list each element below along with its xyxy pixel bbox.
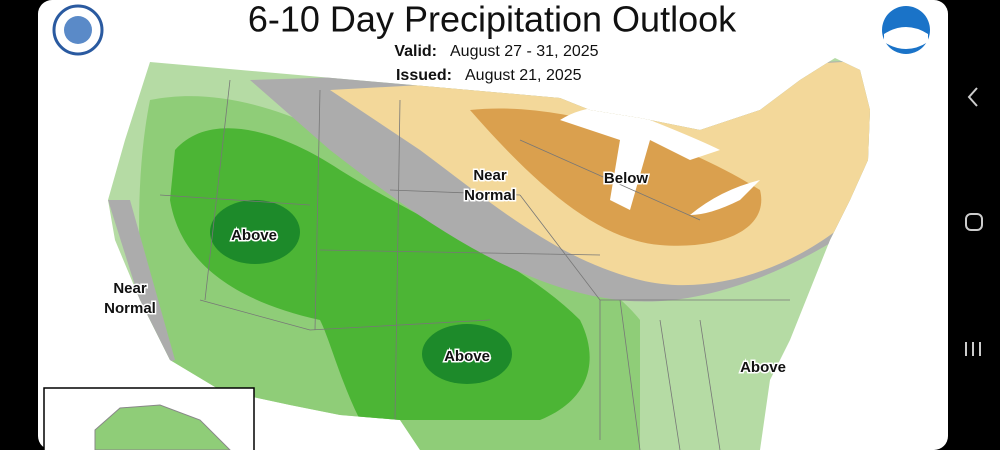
lake-erie	[690, 180, 760, 215]
region-label: Normal	[104, 300, 156, 317]
noaa-logo-wave	[884, 27, 928, 49]
great-lakes	[560, 107, 720, 210]
region-label: Above	[231, 227, 277, 244]
above-max	[422, 324, 512, 384]
nav-bar	[948, 0, 1000, 450]
valid-dates: August 27 - 31, 2025	[450, 43, 599, 60]
alaska	[94, 404, 231, 450]
region-label: Above	[444, 348, 490, 365]
back-button[interactable]	[967, 87, 978, 107]
region-label: Above	[740, 359, 786, 376]
issued-date: August 21, 2025	[465, 67, 582, 84]
title: 6-10 Day Precipitation Outlook	[248, 0, 737, 40]
region-label: Below	[604, 170, 649, 187]
doc-logo-center	[64, 16, 92, 44]
issued-label: Issued:	[396, 67, 452, 84]
recents-button[interactable]	[965, 342, 981, 356]
near-normal-coast	[108, 200, 175, 365]
valid-label: Valid:	[394, 43, 437, 60]
above-max	[210, 200, 300, 264]
region-label: Near	[113, 280, 147, 297]
region-label: Normal	[464, 187, 516, 204]
region-label: Near	[473, 167, 507, 184]
home-button[interactable]	[965, 213, 983, 231]
